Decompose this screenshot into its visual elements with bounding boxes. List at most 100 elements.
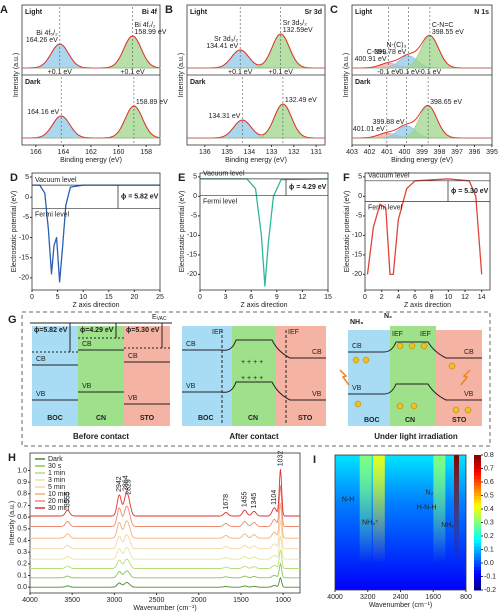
sto-block <box>124 326 170 426</box>
x-tick-label: 4 <box>396 294 400 301</box>
spectrum <box>30 503 300 539</box>
peak-value-label: 399.78 eV <box>374 49 406 56</box>
x-tick-label: 396 <box>469 149 481 156</box>
x-tick-label: 1600 <box>425 594 441 601</box>
band <box>372 455 385 590</box>
colorbar-cell <box>474 536 481 540</box>
peak-name: N-(C)₃ <box>386 42 406 49</box>
x-tick-label: 6 <box>413 294 417 301</box>
colorbar-cell <box>474 552 481 557</box>
colorbar-cell <box>474 542 481 547</box>
work-function-label: ϕ = 5.82 eV <box>121 194 159 201</box>
panel-letter: B <box>165 4 173 16</box>
x-tick-label: 2000 <box>191 597 207 604</box>
peak-value-label: 134.41 eV <box>206 43 238 50</box>
y-tick-label: -20 <box>187 271 197 278</box>
colorbar-cell <box>474 522 481 527</box>
colorbar-cell <box>474 458 481 463</box>
colorbar-cell <box>474 576 481 581</box>
spectrum <box>30 562 300 579</box>
vb-label: VB <box>186 383 196 390</box>
colorbar-cell <box>474 492 481 496</box>
legend-label: 1 min <box>48 470 65 477</box>
vb-label: VB <box>464 391 474 398</box>
x-tick-label: 1000 <box>275 597 291 604</box>
colorbar-cell <box>474 498 481 503</box>
molecule-label: NH₃ <box>350 319 363 326</box>
material-label: STO <box>298 415 313 422</box>
x-tick-label: 136 <box>199 149 211 156</box>
panel-letter: H <box>8 452 16 464</box>
colorbar-cell <box>474 465 481 469</box>
cb-label: CB <box>128 353 138 360</box>
cb-label: CB <box>464 349 474 356</box>
colorbar-cell <box>474 566 481 571</box>
y-tick-label: 5 <box>358 174 362 181</box>
x-tick-label: 12 <box>299 294 307 301</box>
y-tick-label: 0.5 <box>17 526 27 533</box>
subplot-label: Dark <box>25 79 41 86</box>
legend-label: 3 min <box>48 477 65 484</box>
x-tick-label: 0 <box>30 294 34 301</box>
x-axis-label: Binding energy (eV) <box>60 157 122 164</box>
colorbar-cell <box>474 539 481 544</box>
y-tick-label: -5 <box>356 213 362 220</box>
x-axis-label: Z axis direction <box>72 302 119 309</box>
peak-value-label: 132.49 eV <box>285 97 317 104</box>
x-tick-label: 4000 <box>22 597 38 604</box>
x-axis-label: Z axis direction <box>404 302 451 309</box>
phi-label: ϕ=5.30 eV <box>126 327 160 334</box>
shift-label: +0.1 eV <box>269 69 294 76</box>
y-tick-label: 0 <box>193 193 197 200</box>
x-tick-label: 1500 <box>233 597 249 604</box>
legend-label: 30 s <box>48 463 62 470</box>
charge: + + + + <box>241 359 263 366</box>
colorbar-tick-label: -0.1 <box>484 573 496 580</box>
vb-label: VB <box>312 391 322 398</box>
vacuum-label: Vacuum level <box>368 173 410 180</box>
band-label: N-H <box>342 496 354 503</box>
material-label: BOC <box>364 417 380 424</box>
x-tick-label: 401 <box>381 149 393 156</box>
peak-name: Bi 4f₇/₂ <box>135 22 156 29</box>
phi-label: ϕ=5.82 eV <box>34 327 68 334</box>
y-tick-label: 0 <box>358 193 362 200</box>
x-tick-label: 397 <box>451 149 463 156</box>
x-tick-label: 5 <box>56 294 60 301</box>
colorbar-cell <box>474 586 481 591</box>
subplot-label: Light <box>190 9 208 16</box>
x-tick-label: 3500 <box>64 597 80 604</box>
colorbar-cell <box>474 502 481 507</box>
fermi-label: Fermi level <box>368 204 403 211</box>
x-axis-label: Binding energy (eV) <box>391 157 453 164</box>
x-tick-label: 25 <box>156 294 164 301</box>
y-tick-label: 0.7 <box>17 502 27 509</box>
peak-value-label: 134.31 eV <box>209 113 241 120</box>
colorbar-tick-label: 0.2 <box>484 533 494 540</box>
band <box>433 455 446 590</box>
plot-frame <box>199 172 329 291</box>
vacuum-label: Vacuum level <box>203 171 245 178</box>
colorbar-cell <box>474 468 481 473</box>
y-tick-label: 5 <box>193 174 197 181</box>
colorbar-tick-label: 0.4 <box>484 506 494 513</box>
legend-label: Dark <box>48 456 63 463</box>
colorbar-cell <box>474 556 481 561</box>
colorbar-cell <box>474 509 481 513</box>
sto-block <box>276 326 326 426</box>
plot-frame <box>29 452 301 594</box>
x-tick-label: 399 <box>416 149 428 156</box>
y-tick-label: 5 <box>25 174 29 181</box>
peak-label: 2864 <box>123 475 130 491</box>
band <box>359 455 372 590</box>
cn-block <box>78 326 124 426</box>
peak-value-label: 164.26 eV <box>26 37 58 44</box>
colorbar-cell <box>474 515 481 520</box>
colorbar-tick-label: 0.3 <box>484 519 494 526</box>
peak-value-label: 398.55 eV <box>432 29 464 36</box>
y-axis-label: Electrostatic potential (eV) <box>11 191 18 273</box>
y-tick-label: -5 <box>23 214 29 221</box>
colorbar-tick-label: 0.7 <box>484 465 494 472</box>
shift-label: +0.1 eV <box>120 69 145 76</box>
x-tick-label: 160 <box>113 149 125 156</box>
